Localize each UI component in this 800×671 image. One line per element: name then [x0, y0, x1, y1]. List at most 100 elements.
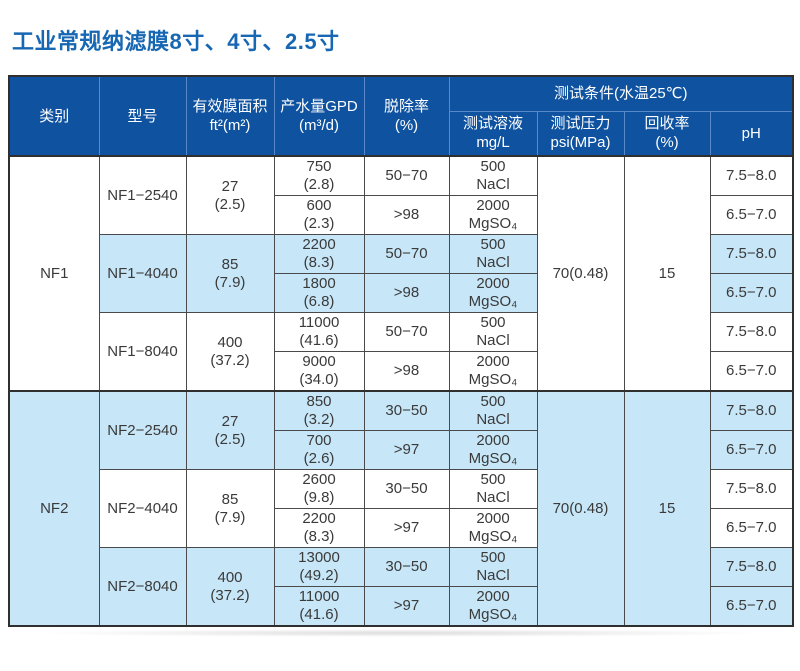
header-line: (%): [655, 134, 679, 152]
cell-line: 500: [480, 549, 506, 566]
cell-line: NaCl: [476, 411, 510, 428]
cell-line: 500: [480, 393, 506, 410]
cell-line: (2.6): [303, 450, 335, 467]
rejection-cell: >98: [363, 273, 450, 313]
header-line: ft²(m²): [209, 117, 251, 134]
cell-line: (8.3): [303, 254, 335, 271]
header-line: (m³/d): [299, 117, 339, 134]
header-line: mg/L: [476, 134, 510, 152]
table-row: 11000 (41.6) >97 2000 MgSO₄ 6.5−7.0: [9, 586, 794, 627]
cell-line: MgSO₄: [468, 450, 518, 467]
cell-line: (7.9): [214, 508, 246, 526]
rejection-cell: 30−50: [363, 390, 450, 431]
cell-line: (2.3): [303, 215, 335, 232]
table-row: NF2−8040 400 (37.2) 13000 (49.2) 30−50 500 NaCl…: [9, 547, 794, 627]
ph-cell: 7.5−8.0: [709, 390, 794, 431]
cell-line: 13000: [298, 549, 340, 566]
cell-line: (3.2): [303, 411, 335, 428]
cell-line: 11000: [298, 588, 340, 605]
header-test-solution: 测试溶液 mg/L: [448, 110, 538, 157]
membrane-spec-table: 类别 型号 有效膜面积 ft²(m²) 产水量GPD (m³/d) 脱除率 (%…: [8, 75, 795, 627]
header-line: 产水量GPD: [280, 98, 358, 115]
flow-cell: 850 (3.2): [273, 390, 365, 431]
cell-line: MgSO₄: [468, 528, 518, 545]
page: 工业常规纳滤膜8寸、4寸、2.5寸 类别 型号 有效膜面积 ft²(m²) 产水…: [8, 29, 795, 637]
cell-line: 1800: [302, 275, 336, 292]
rejection-cell: 50−70: [363, 312, 450, 352]
solution-cell: 500 NaCl: [448, 547, 538, 587]
cell-line: 2000: [476, 197, 510, 214]
cell-line: NaCl: [476, 176, 510, 193]
solution-cell: 2000 MgSO₄: [448, 586, 538, 627]
rejection-cell: >98: [363, 351, 450, 392]
cell-line: (7.9): [214, 273, 246, 291]
solution-cell: 500 NaCl: [448, 390, 538, 431]
cell-line: 500: [480, 471, 506, 488]
flow-cell: 11000 (41.6): [273, 312, 365, 352]
cell-line: (8.3): [303, 528, 335, 545]
rejection-cell: 30−50: [363, 547, 450, 587]
ph-cell: 6.5−7.0: [709, 430, 794, 470]
cell-line: MgSO₄: [468, 606, 518, 623]
ph-cell: 6.5−7.0: [709, 273, 794, 313]
header-model: 型号: [98, 75, 187, 157]
cell-line: (41.6): [299, 606, 339, 623]
cell-line: 2000: [476, 588, 510, 605]
model-cell: NF1−4040: [98, 234, 187, 313]
header-ph: pH: [709, 110, 794, 157]
rejection-cell: 50−70: [363, 155, 450, 196]
header-line: (%): [394, 117, 419, 134]
header-line: 有效膜面积: [192, 98, 268, 115]
table-row: NF1 NF1−2540 27 (2.5) 750 (2.8) 50−70 500 NaCl 70…: [8, 155, 794, 392]
solution-cell: 500 NaCl: [448, 312, 538, 352]
table-row: 700 (2.6) >97 2000 MgSO₄ 6.5−7.0: [9, 430, 794, 470]
header-recovery-rate: 回收率 (%): [623, 110, 711, 157]
header-test-conditions: 测试条件(水温25℃): [448, 75, 794, 112]
cell-line: 700: [306, 432, 332, 449]
cell-line: 9000: [302, 353, 336, 370]
cell-line: (2.5): [214, 430, 246, 448]
cell-line: (6.8): [303, 293, 335, 310]
header-line: 测试溶液: [462, 115, 523, 133]
cell-line: NaCl: [476, 489, 510, 506]
ph-cell: 7.5−8.0: [709, 155, 794, 196]
flow-cell: 2200 (8.3): [273, 508, 365, 548]
rejection-cell: 50−70: [363, 234, 450, 274]
model-cell: NF2−2540: [98, 390, 187, 470]
cell-line: (34.0): [299, 371, 339, 388]
cell-line: MgSO₄: [468, 293, 518, 310]
table-row: NF1−8040 400 (37.2) 11000 (41.6) 50−70 500 NaCl…: [9, 312, 794, 392]
cell-line: (37.2): [210, 586, 250, 604]
cell-line: 27: [221, 412, 239, 430]
table-row: NF1−4040 85 (7.9) 2200 (8.3) 50−70 500 NaCl 7.5−…: [9, 234, 794, 313]
solution-cell: 2000 MgSO₄: [448, 430, 538, 470]
flow-cell: 600 (2.3): [273, 195, 365, 235]
flow-cell: 700 (2.6): [273, 430, 365, 470]
header-flow-rate: 产水量GPD (m³/d): [273, 75, 365, 157]
pressure-cell: 70(0.48): [536, 155, 625, 392]
table-row: 1800 (6.8) >98 2000 MgSO₄ 6.5−7.0: [9, 273, 794, 313]
ph-cell: 7.5−8.0: [709, 547, 794, 587]
cell-line: MgSO₄: [468, 371, 518, 388]
cell-line: 400: [217, 568, 243, 586]
ph-cell: 6.5−7.0: [709, 351, 794, 392]
header-line: psi(MPa): [550, 134, 611, 152]
cell-line: MgSO₄: [468, 215, 518, 232]
table-row: 600 (2.3) >98 2000 MgSO₄ 6.5−7.0: [9, 195, 794, 235]
cell-line: 2000: [476, 353, 510, 370]
cell-line: 500: [480, 158, 506, 175]
area-cell: 85 (7.9): [185, 469, 275, 548]
cell-line: 2200: [302, 236, 336, 253]
cell-line: 11000: [298, 314, 340, 331]
cell-line: NaCl: [476, 567, 510, 584]
header-line: 测试压力: [550, 115, 611, 133]
flow-cell: 2200 (8.3): [273, 234, 365, 274]
table-row: 2200 (8.3) >97 2000 MgSO₄ 6.5−7.0: [9, 508, 794, 548]
header-line: 脱除率: [383, 98, 429, 115]
pressure-cell: 70(0.48): [536, 390, 625, 627]
category-cell: NF2: [8, 390, 100, 627]
cell-line: 500: [480, 236, 506, 253]
cell-line: (2.8): [303, 176, 335, 193]
header-category: 类别: [8, 75, 100, 157]
model-cell: NF2−4040: [98, 469, 187, 548]
